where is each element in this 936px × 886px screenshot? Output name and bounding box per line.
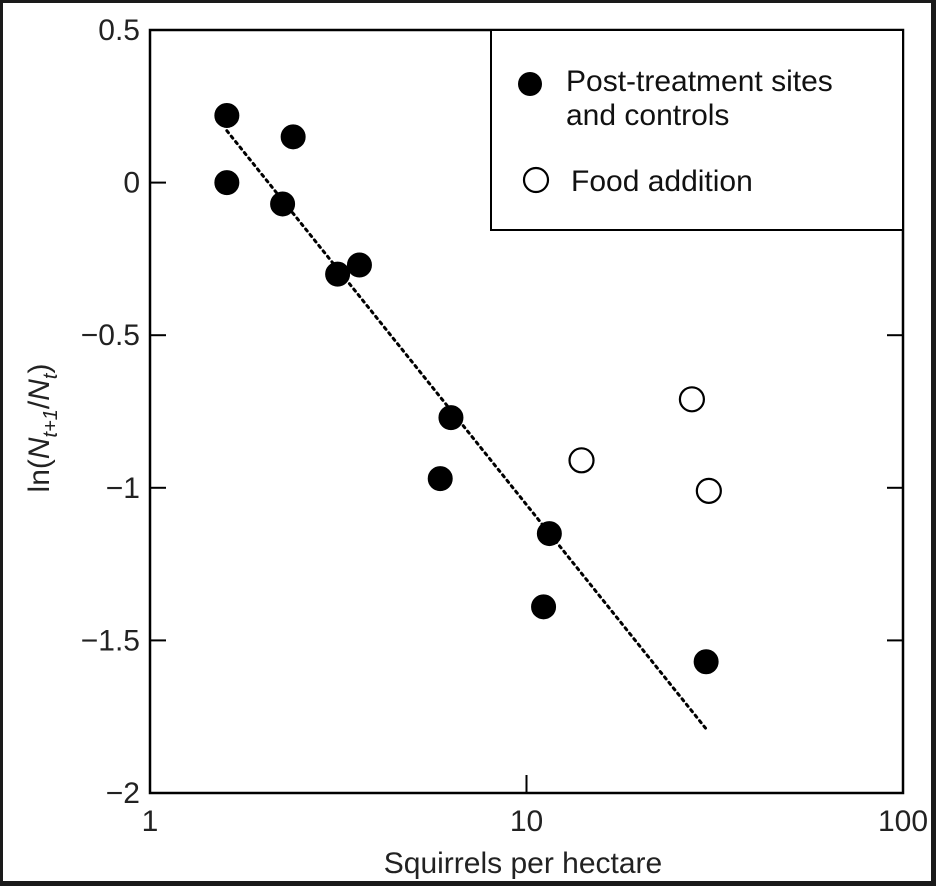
legend-marker-open (522, 166, 550, 194)
y-axis-title: ln(Nt+1/Nt) (23, 364, 62, 493)
data-point-filled (346, 252, 372, 278)
x-axis-title: Squirrels per hectare (384, 847, 662, 880)
fit-line (225, 129, 708, 731)
y-tick-label: 0.5 (98, 14, 140, 47)
legend: Post-treatment sites and controls Food a… (490, 29, 904, 231)
data-point-filled (325, 261, 351, 287)
data-point-filled (427, 466, 453, 492)
legend-label-series1-line1: Post-treatment sites (566, 65, 833, 98)
data-point-filled (531, 594, 557, 620)
legend-marker-filled (518, 72, 542, 96)
data-point-open (695, 477, 722, 504)
axis-tick-labels: 0.5 0 −0.5 −1 −1.5 −21 10 100 (81, 14, 928, 838)
data-point-filled (214, 102, 240, 128)
legend-label-series2: Food addition (571, 165, 753, 198)
y-tick-label: −0.5 (81, 319, 140, 352)
y-tick-label: −1 (106, 472, 140, 505)
data-point-filled (214, 170, 240, 196)
data-point-filled (536, 521, 562, 547)
scatter-chart: 0.5 0 −0.5 −1 −1.5 −21 10 100 Post-treatment si… (23, 14, 928, 880)
chart-frame: 0.5 0 −0.5 −1 −1.5 −2 1 10 100 Post-treatment si… (3, 3, 931, 881)
y-tick-label: −2 (106, 777, 140, 810)
data-point-filled (693, 649, 719, 675)
y-tick-label: −1.5 (81, 624, 140, 657)
data-points (214, 102, 722, 675)
x-tick-label: 1 (142, 805, 159, 838)
legend-label-series1-line2: and controls (566, 99, 729, 132)
x-tick-label: 10 (510, 805, 543, 838)
data-point-filled (438, 405, 464, 431)
data-point-open (568, 447, 595, 474)
y-tick-label: 0 (123, 167, 140, 200)
data-point-filled (280, 124, 306, 150)
data-point-filled (270, 191, 296, 217)
legend-box (490, 29, 904, 231)
data-point-open (678, 386, 706, 413)
x-tick-label: 100 (878, 805, 928, 838)
